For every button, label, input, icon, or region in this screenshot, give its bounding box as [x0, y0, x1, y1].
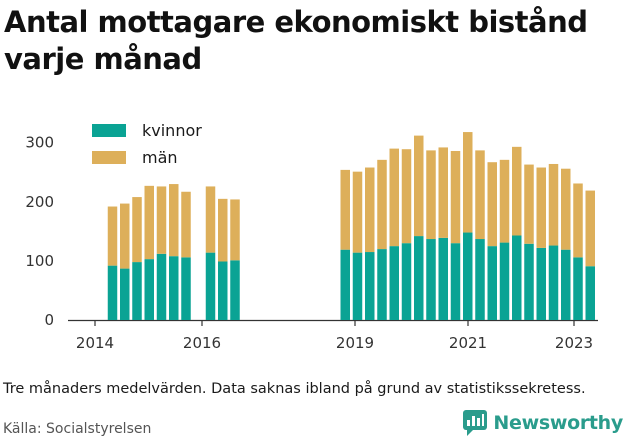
bar-kvinnor [401, 243, 412, 320]
bar-man [536, 167, 546, 248]
x-tick-label: 2014 [76, 334, 114, 352]
bar-man [156, 186, 167, 254]
bar-kvinnor [561, 249, 571, 320]
bar-man [585, 190, 595, 267]
bar-man [365, 167, 375, 253]
bar-kvinnor [389, 246, 399, 320]
bar-kvinnor [438, 237, 448, 320]
bar-kvinnor [218, 261, 228, 320]
bar-kvinnor [475, 239, 485, 320]
y-axis: 0 100 200 300 [25, 134, 54, 329]
bar-kvinnor [487, 246, 497, 320]
bar-man [107, 206, 118, 266]
bar-kvinnor [414, 236, 424, 320]
bar-kvinnor [107, 265, 118, 320]
bar-kvinnor [377, 249, 387, 320]
bar-kvinnor [144, 259, 154, 320]
bar-man [230, 199, 240, 261]
bar-kvinnor [426, 239, 436, 320]
newsworthy-icon [463, 410, 488, 436]
source-label: Källa: Socialstyrelsen [3, 421, 152, 437]
bar-kvinnor [169, 256, 179, 320]
bar-man [205, 186, 216, 253]
bar-kvinnor [120, 268, 130, 320]
bar-man [475, 150, 485, 240]
chart-note: Tre månaders medelvärden. Data saknas ib… [3, 381, 586, 397]
x-tick-label: 2016 [183, 334, 221, 352]
legend: kvinnor män [92, 121, 202, 167]
bar-man [352, 171, 363, 253]
bar-kvinnor [499, 242, 510, 320]
bar-man [389, 148, 399, 247]
bar-man [218, 198, 228, 262]
bar-man [120, 203, 130, 269]
x-tick-label: 2019 [336, 334, 374, 352]
bar-kvinnor [352, 252, 363, 320]
bar-kvinnor [156, 253, 167, 320]
bar-kvinnor [536, 247, 546, 320]
newsworthy-logo: Newsworthy [463, 410, 623, 436]
chart-title: Antal mottagare ekonomiskt bistånd varje… [4, 5, 588, 76]
legend-label: män [142, 148, 178, 167]
bar-man [132, 197, 142, 263]
bar-man [377, 159, 387, 250]
bar-kvinnor [205, 252, 216, 320]
bar-kvinnor [585, 266, 595, 320]
y-tick-label: 100 [25, 252, 54, 270]
bar-man [463, 132, 473, 233]
bar-man [524, 164, 534, 244]
bar-kvinnor [463, 232, 473, 320]
legend-label: kvinnor [142, 121, 202, 140]
bar-kvinnor [340, 249, 350, 320]
bar-man [512, 146, 522, 236]
x-tick-label: 2023 [555, 334, 593, 352]
brand-name: Newsworthy [493, 412, 623, 434]
bar-man [450, 150, 461, 244]
legend-swatch [92, 151, 126, 164]
x-axis: 2014 2016 2019 2021 2023 [68, 319, 598, 352]
bars [107, 132, 595, 320]
y-tick-label: 200 [25, 193, 54, 211]
x-tick-label: 2021 [449, 334, 487, 352]
bar-kvinnor [512, 235, 522, 320]
bar-kvinnor [230, 260, 240, 320]
bar-man [426, 150, 436, 240]
bar-man [401, 149, 412, 244]
bar-man [548, 163, 559, 246]
bar-man [181, 191, 191, 258]
bar-kvinnor [573, 257, 583, 320]
legend-swatch [92, 124, 126, 137]
bar-man [169, 184, 179, 257]
bar-man [499, 159, 510, 243]
bar-man [340, 169, 350, 250]
bar-kvinnor [132, 262, 142, 320]
bar-man [573, 183, 583, 258]
y-tick-label: 300 [25, 134, 54, 152]
y-tick-label: 0 [44, 311, 54, 329]
bar-kvinnor [548, 245, 559, 320]
bar-man [487, 162, 497, 247]
bar-man [414, 135, 424, 237]
bar-kvinnor [524, 243, 534, 320]
bar-kvinnor [450, 243, 461, 320]
bar-kvinnor [365, 252, 375, 320]
bar-man [144, 185, 154, 260]
bar-man [438, 147, 448, 238]
bar-man [561, 168, 571, 250]
bar-kvinnor [181, 257, 191, 320]
